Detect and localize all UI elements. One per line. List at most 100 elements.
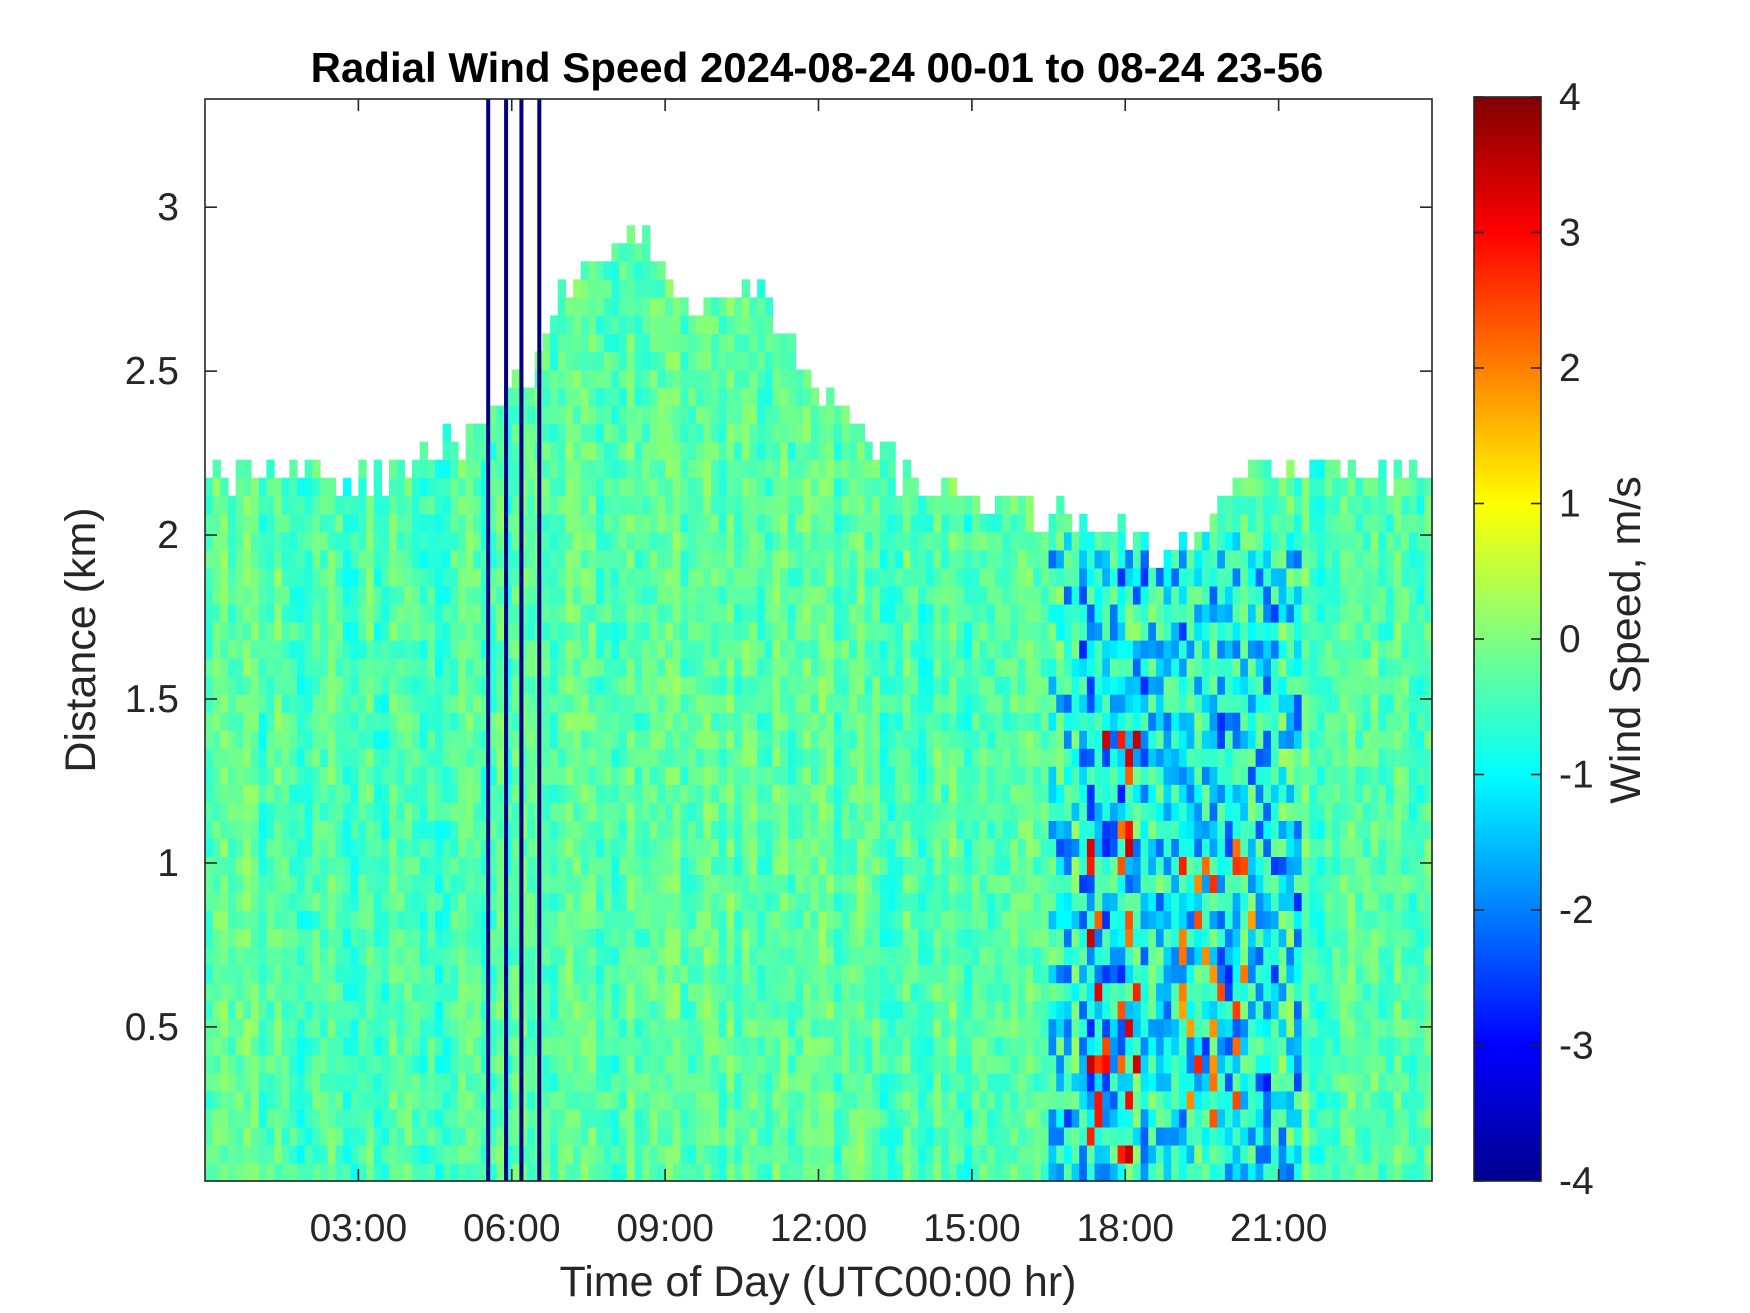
heatmap-cell — [642, 802, 650, 821]
heatmap-cell — [550, 568, 558, 587]
heatmap-cell — [320, 1127, 328, 1146]
heatmap-cell — [297, 478, 305, 497]
heatmap-cell — [665, 1145, 673, 1164]
heatmap-cell — [849, 1145, 857, 1164]
heatmap-cell — [565, 388, 573, 407]
heatmap-cell — [742, 1127, 750, 1146]
heatmap-cell — [366, 856, 374, 875]
heatmap-cell — [343, 496, 351, 515]
heatmap-cell — [458, 532, 466, 551]
heatmap-cell — [811, 658, 819, 677]
heatmap-cell — [834, 622, 842, 641]
heatmap-cell — [297, 820, 305, 839]
heatmap-cell — [351, 550, 359, 569]
heatmap-cell — [849, 1019, 857, 1038]
heatmap-cell — [688, 694, 696, 713]
heatmap-cell — [596, 333, 604, 352]
heatmap-cell — [696, 802, 704, 821]
heatmap-cell — [619, 730, 627, 749]
heatmap-cell — [512, 802, 520, 821]
heatmap-cell — [611, 712, 619, 731]
heatmap-cell — [842, 766, 850, 785]
heatmap-cell — [358, 586, 366, 605]
heatmap-cell — [343, 568, 351, 587]
heatmap-cell — [865, 1019, 873, 1038]
heatmap-cell — [757, 911, 765, 930]
heatmap-cell — [634, 892, 642, 911]
heatmap-cell — [657, 460, 665, 479]
heatmap-cell — [1041, 658, 1049, 677]
heatmap-cell — [819, 1055, 827, 1074]
heatmap-cell — [880, 604, 888, 623]
heatmap-cell — [443, 1073, 451, 1092]
heatmap-cell — [1049, 1055, 1057, 1074]
heatmap-cell — [788, 1109, 796, 1128]
heatmap-cell — [458, 947, 466, 966]
heatmap-cell — [788, 676, 796, 695]
heatmap-cell — [1095, 1055, 1103, 1074]
heatmap-cell — [1010, 550, 1018, 569]
heatmap-cell — [351, 568, 359, 587]
heatmap-cell — [389, 766, 397, 785]
heatmap-cell — [688, 929, 696, 948]
heatmap-cell — [811, 965, 819, 984]
heatmap-cell — [343, 604, 351, 623]
heatmap-cell — [865, 586, 873, 605]
heatmap-cell — [941, 478, 949, 497]
heatmap-cell — [788, 370, 796, 389]
heatmap-cell — [819, 947, 827, 966]
heatmap-cell — [251, 568, 259, 587]
heatmap-cell — [565, 1037, 573, 1056]
heatmap-cell — [527, 911, 535, 930]
heatmap-cell — [243, 965, 251, 984]
heatmap-cell — [251, 766, 259, 785]
heatmap-cell — [1010, 748, 1018, 767]
heatmap-cell — [726, 1073, 734, 1092]
heatmap-cell — [926, 604, 934, 623]
heatmap-cell — [834, 1037, 842, 1056]
heatmap-cell — [1087, 929, 1095, 948]
heatmap-cell — [435, 929, 443, 948]
heatmap-cell — [220, 640, 228, 659]
heatmap-cell — [213, 1145, 221, 1164]
heatmap-cell — [328, 694, 336, 713]
heatmap-cell — [282, 1055, 290, 1074]
heatmap-cell — [918, 586, 926, 605]
heatmap-cell — [596, 550, 604, 569]
heatmap-cell — [427, 856, 435, 875]
heatmap-cell — [443, 1055, 451, 1074]
heatmap-cell — [865, 460, 873, 479]
heatmap-cell — [788, 1127, 796, 1146]
heatmap-cell — [757, 604, 765, 623]
heatmap-cell — [397, 820, 405, 839]
heatmap-cell — [1079, 748, 1087, 767]
heatmap-cell — [527, 1109, 535, 1128]
heatmap-cell — [443, 1037, 451, 1056]
heatmap-cell — [527, 424, 535, 443]
heatmap-cell — [542, 712, 550, 731]
heatmap-cell — [949, 568, 957, 587]
heatmap-cell — [1018, 640, 1026, 659]
heatmap-cell — [941, 640, 949, 659]
heatmap-cell — [619, 676, 627, 695]
heatmap-cell — [305, 802, 313, 821]
heatmap-cell — [565, 676, 573, 695]
heatmap-cell — [719, 1127, 727, 1146]
heatmap-cell — [1041, 965, 1049, 984]
heatmap-cell — [734, 1127, 742, 1146]
heatmap-cell — [1087, 694, 1095, 713]
heatmap-cell — [734, 694, 742, 713]
heatmap-cell — [266, 460, 274, 479]
heatmap-cell — [780, 694, 788, 713]
heatmap-cell — [542, 947, 550, 966]
heatmap-cell — [282, 965, 290, 984]
heatmap-cell — [588, 1145, 596, 1164]
heatmap-cell — [734, 604, 742, 623]
heatmap-cell — [995, 1019, 1003, 1038]
heatmap-cell — [788, 694, 796, 713]
heatmap-cell — [627, 983, 635, 1002]
heatmap-cell — [527, 568, 535, 587]
heatmap-cell — [742, 1001, 750, 1020]
heatmap-cell — [611, 911, 619, 930]
heatmap-cell — [1095, 892, 1103, 911]
